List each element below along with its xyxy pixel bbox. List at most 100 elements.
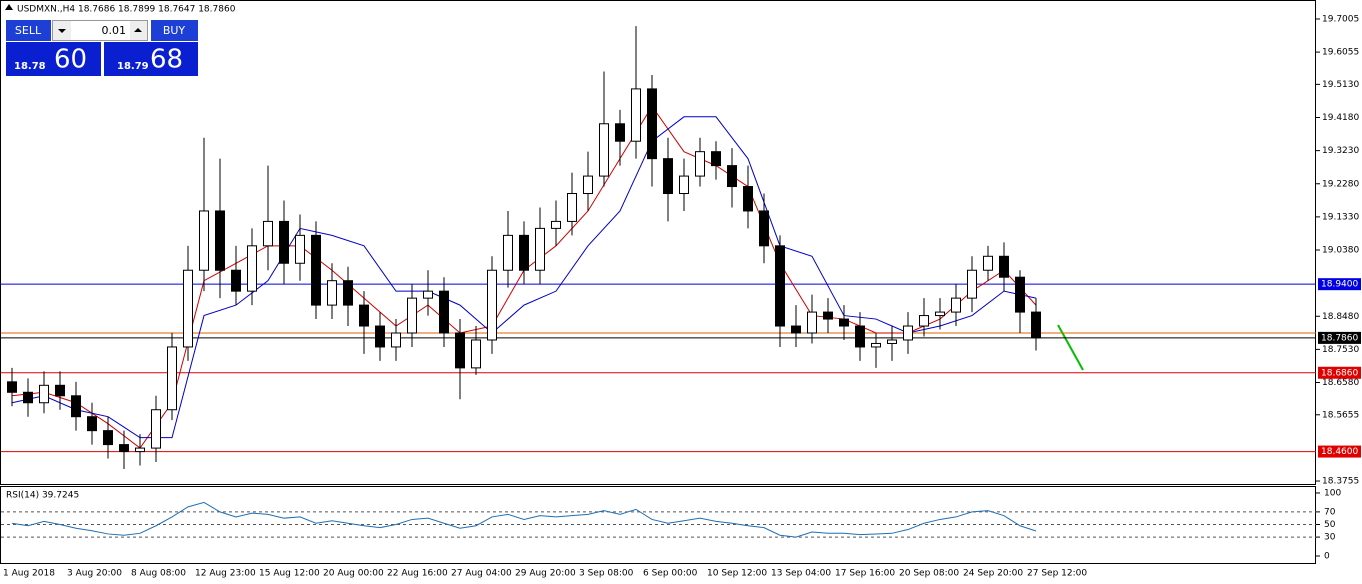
y-tick-label: 18.5655 xyxy=(1322,410,1359,420)
trend-line xyxy=(1057,324,1084,371)
price-tag-label: 18.7860 xyxy=(1321,333,1358,343)
x-tick-label: 20 Aug 00:00 xyxy=(323,569,384,579)
candle-body xyxy=(407,297,417,334)
candle-body xyxy=(823,311,833,320)
candle-body xyxy=(455,332,465,369)
y-tick-label: 19.6055 xyxy=(1322,48,1359,58)
price-tag-label: 18.9400 xyxy=(1321,280,1358,290)
sell-price-small: 18.78 xyxy=(14,61,46,72)
candle-body xyxy=(903,325,913,341)
lot-value[interactable]: 0.01 xyxy=(102,24,127,37)
candle-body xyxy=(151,409,161,449)
candle-body xyxy=(551,220,561,229)
candle-body xyxy=(1015,276,1025,313)
x-tick-label: 24 Sep 20:00 xyxy=(963,569,1023,579)
candle-body xyxy=(791,325,801,334)
candle-body xyxy=(103,430,113,446)
rsi-tick-label: 100 xyxy=(1324,488,1341,498)
chart-title: USDMXN.,H4 18.7686 18.7899 18.7647 18.78… xyxy=(17,5,236,15)
x-tick-label: 27 Aug 04:00 xyxy=(451,569,512,579)
up-arrow xyxy=(134,28,142,32)
candle-body xyxy=(327,280,337,306)
x-tick-label: 10 Sep 12:00 xyxy=(707,569,767,579)
x-tick-label: 29 Aug 20:00 xyxy=(515,569,576,579)
candle-body xyxy=(215,210,225,271)
collapse-icon[interactable] xyxy=(5,4,13,10)
candle-body xyxy=(1031,311,1041,339)
candle-body xyxy=(295,234,305,264)
y-tick-label: 19.7005 xyxy=(1322,14,1359,24)
lot-box[interactable] xyxy=(52,20,148,41)
candle-body xyxy=(263,220,273,247)
y-tick-label: 19.4180 xyxy=(1322,113,1359,123)
rsi-frame xyxy=(0,486,1316,564)
trade-panel: SELL 0.01 BUY 18.78 60 18.79 68 xyxy=(6,20,198,76)
candle-body xyxy=(583,175,593,195)
x-tick-label: 1 Aug 2018 xyxy=(3,569,55,579)
sell-label: SELL xyxy=(15,24,42,37)
candle-body xyxy=(183,269,193,348)
sell-price-box[interactable] xyxy=(6,42,101,76)
candle-body xyxy=(311,234,321,306)
candle-body xyxy=(679,175,689,195)
rsi-line xyxy=(11,501,1037,538)
candle-body xyxy=(871,342,881,348)
candle-body xyxy=(167,346,177,411)
x-tick-label: 13 Sep 04:00 xyxy=(771,569,831,579)
candle-body xyxy=(647,88,657,160)
indicator-line xyxy=(11,116,1037,439)
price-tag-label: 18.6860 xyxy=(1321,368,1358,378)
candle-body xyxy=(919,315,929,327)
candle-body xyxy=(135,447,145,453)
candle-body xyxy=(615,123,625,142)
rsi-tick-label: 30 xyxy=(1324,533,1336,543)
candle-body xyxy=(775,245,785,327)
y-tick-label: 18.7530 xyxy=(1322,345,1359,355)
x-tick-label: 3 Sep 08:00 xyxy=(579,569,634,579)
candle-body xyxy=(743,186,753,212)
buy-price-box[interactable] xyxy=(104,42,198,76)
candle-body xyxy=(279,220,289,264)
y-tick-label: 18.3755 xyxy=(1322,477,1359,487)
candle-body xyxy=(807,311,817,334)
rsi-title: RSI(14) 39.7245 xyxy=(6,491,79,501)
candle-body xyxy=(951,297,961,313)
y-tick-label: 18.6580 xyxy=(1322,378,1359,388)
candle-body xyxy=(391,332,401,348)
price-tag xyxy=(1318,278,1361,291)
candle-body xyxy=(359,304,369,327)
candle-body xyxy=(631,88,641,142)
candle-body xyxy=(759,210,769,247)
y-tick-label: 19.1330 xyxy=(1322,212,1359,222)
candle-body xyxy=(375,325,385,348)
x-tick-label: 12 Aug 23:00 xyxy=(195,569,256,579)
candle-body xyxy=(695,151,705,177)
candle-body xyxy=(343,280,353,306)
candle-body xyxy=(727,165,737,188)
candle-body xyxy=(87,416,97,432)
candle-body xyxy=(247,245,257,292)
price-tag xyxy=(1318,366,1361,379)
candle-body xyxy=(39,384,49,404)
x-tick-label: 3 Aug 20:00 xyxy=(67,569,122,579)
buy-price-small: 18.79 xyxy=(117,61,149,72)
candle-body xyxy=(503,234,513,271)
candle-body xyxy=(887,339,897,344)
price-tag xyxy=(1318,331,1361,344)
candle-body xyxy=(711,151,721,167)
candle-body xyxy=(983,255,993,271)
price-tag xyxy=(1318,445,1361,458)
candle-body xyxy=(519,234,529,271)
candle-body xyxy=(231,269,241,292)
candle-body xyxy=(487,269,497,341)
candle-body xyxy=(7,381,17,393)
rsi-tick-label: 50 xyxy=(1324,520,1336,530)
candle-body xyxy=(935,311,945,317)
candle-body xyxy=(967,269,977,299)
candle-body xyxy=(423,290,433,299)
candle-body xyxy=(119,444,129,453)
buy-button[interactable] xyxy=(151,20,198,41)
x-tick-label: 22 Aug 16:00 xyxy=(387,569,448,579)
sell-button[interactable] xyxy=(6,20,51,41)
